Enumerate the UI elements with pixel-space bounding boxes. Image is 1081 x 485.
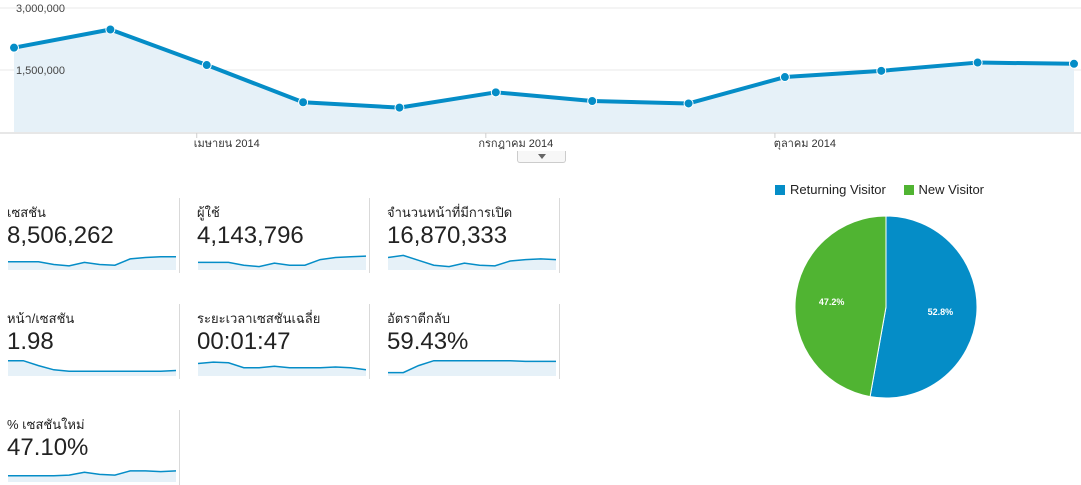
chevron-down-icon <box>538 154 546 159</box>
sessions-area <box>14 29 1074 133</box>
metric-label: หน้า/เซสชัน <box>7 311 75 326</box>
sessions-line <box>13 27 1075 110</box>
sparkline-area <box>8 470 176 482</box>
sparkline-line <box>388 359 556 374</box>
sessions-data-point[interactable] <box>490 87 501 98</box>
metric-label: % เซสชันใหม่ <box>7 417 85 432</box>
metric-label: ผู้ใช้ <box>197 205 220 220</box>
metric-sparkline <box>8 256 176 270</box>
sessions-data-point[interactable] <box>683 98 694 109</box>
metric-value: 8,506,262 <box>7 222 114 249</box>
sessions-data-point[interactable] <box>298 97 309 108</box>
sessions-data-point[interactable] <box>201 60 212 71</box>
overview-line-chart: 3,000,000 1,500,000 เมษายน 2014 กรกฎาคม 20… <box>0 3 1081 150</box>
metric-card[interactable]: ผู้ใช้ 4,143,796 <box>190 198 370 273</box>
metric-card[interactable]: จำนวนหน้าที่มีการเปิด 16,870,333 <box>380 198 560 273</box>
sessions-data-point[interactable] <box>876 65 887 76</box>
metric-value: 1.98 <box>7 328 54 355</box>
sessions-data-point[interactable] <box>9 42 19 53</box>
sparkline-area <box>8 256 176 270</box>
metric-value: 00:01:47 <box>197 328 291 355</box>
metric-sparkline <box>8 470 176 482</box>
sessions-data-point[interactable] <box>587 96 598 106</box>
legend-item-new-visitor[interactable]: New Visitor <box>903 182 985 197</box>
sessions-overview-chart: 3,000,000 1,500,000 เมษายน 2014 กรกฎาคม 20… <box>0 0 1081 175</box>
sparkline-line <box>388 254 556 268</box>
pie-slice[interactable] <box>869 215 978 399</box>
returning-visitor-swatch <box>775 185 785 195</box>
metric-sparkline <box>198 361 366 376</box>
sparkline-line <box>8 256 176 267</box>
sessions-data-point[interactable] <box>972 57 983 68</box>
metric-label: อัตราตีกลับ <box>387 311 451 326</box>
metric-card[interactable]: ระยะเวลาเซสชันเฉลี่ย 00:01:47 <box>190 304 370 379</box>
metric-card[interactable]: เซสชัน 8,506,262 <box>0 198 180 273</box>
pie-slice-label: 47.2% <box>819 297 845 307</box>
sparkline-area <box>388 255 556 270</box>
pie-legend: Returning Visitor New Visitor <box>775 182 998 197</box>
sparkline-line <box>198 361 366 371</box>
new-visitor-swatch <box>903 185 914 195</box>
sessions-data-point[interactable] <box>1069 58 1079 69</box>
metric-sparkline <box>8 359 176 376</box>
legend-label-returning: Returning Visitor <box>790 182 886 197</box>
y-tick-label: 1,500,000 <box>16 65 65 77</box>
metric-sparkline <box>388 254 556 270</box>
metric-label: ระยะเวลาเซสชันเฉลี่ย <box>197 311 321 326</box>
metric-card[interactable]: อัตราตีกลับ 59.43% <box>380 304 560 379</box>
metric-value: 47.10% <box>7 434 89 461</box>
metric-sparkline <box>198 255 366 270</box>
x-month-label: กรกฎาคม 2014 <box>478 138 553 150</box>
pie-slice[interactable] <box>794 215 887 398</box>
sparkline-area <box>388 360 556 376</box>
sparkline-line <box>198 255 366 268</box>
metric-value: 16,870,333 <box>387 222 508 249</box>
collapse-chart-toggle[interactable] <box>517 151 566 163</box>
metric-card[interactable]: หน้า/เซสชัน 1.98 <box>0 304 180 379</box>
visitor-type-pie-chart: 52.8% 47.2% <box>794 215 978 399</box>
sessions-data-point[interactable] <box>779 72 790 83</box>
legend-label-new: New Visitor <box>918 182 985 197</box>
x-month-label: เมษายน 2014 <box>194 138 260 150</box>
metric-card[interactable]: % เซสชันใหม่ 47.10% <box>0 410 180 485</box>
metric-value: 59.43% <box>387 328 469 355</box>
pie-slice-label: 52.8% <box>928 307 954 317</box>
x-month-label: ตุลาคม 2014 <box>774 138 836 150</box>
sparkline-area <box>8 360 176 376</box>
y-tick-label: 3,000,000 <box>16 3 65 15</box>
visitor-type-pie-panel: Returning Visitor New Visitor 52.8% 47.2% <box>770 178 1070 408</box>
metric-sparkline <box>388 359 556 376</box>
legend-item-returning-visitor[interactable]: Returning Visitor <box>775 182 886 197</box>
metric-value: 4,143,796 <box>197 222 304 249</box>
sessions-data-point[interactable] <box>394 102 405 113</box>
metric-label: จำนวนหน้าที่มีการเปิด <box>387 205 513 220</box>
metric-label: เซสชัน <box>7 205 46 220</box>
sparkline-area <box>198 362 366 376</box>
sessions-data-point[interactable] <box>105 24 116 35</box>
sparkline-line <box>8 470 176 477</box>
sparkline-line <box>8 359 176 372</box>
